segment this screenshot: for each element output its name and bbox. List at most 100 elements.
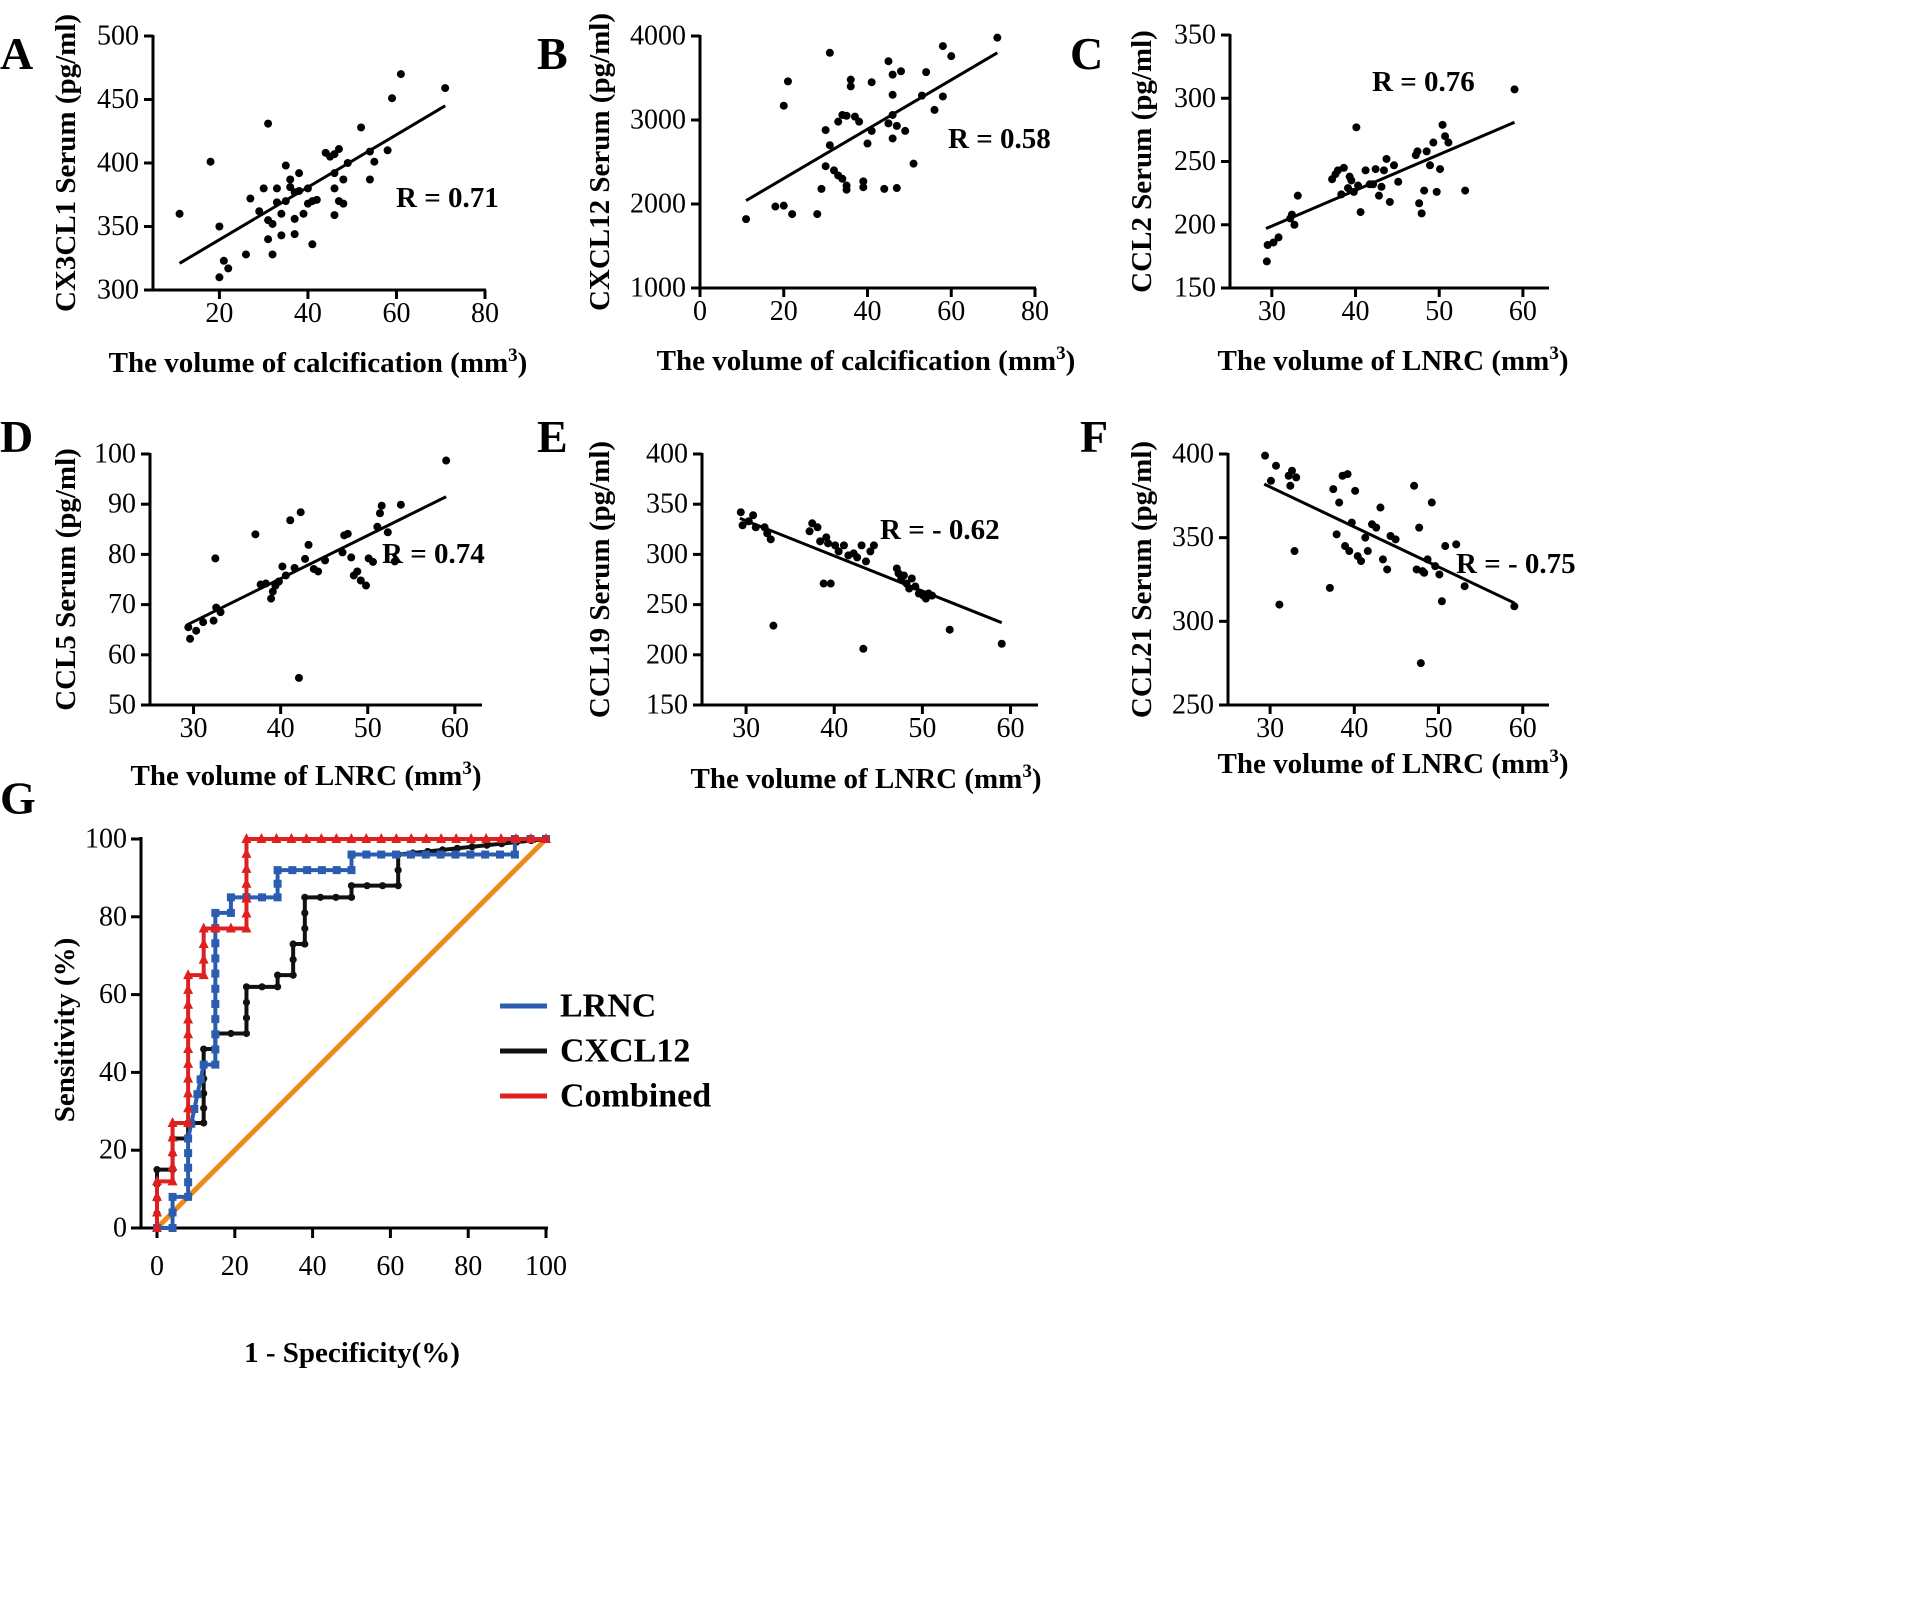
- data-point: [281, 197, 290, 206]
- panel-a: A 300 350 400 450 500 20 40 60 80 CX3CL1 Serum (pg…: [0, 14, 527, 379]
- roc-marker-cxcl12: [347, 882, 356, 890]
- data-point: [1413, 147, 1422, 156]
- roc-marker-cxcl12: [273, 971, 282, 979]
- roc-marker-lrnc: [184, 1134, 193, 1143]
- data-point: [441, 84, 450, 93]
- data-point: [330, 169, 339, 178]
- y-tick-label: 150: [646, 690, 688, 721]
- y-axis-title-a: CX3CL1 Serum (pg/ml): [50, 14, 82, 312]
- data-point: [362, 581, 371, 590]
- data-point: [1394, 177, 1403, 186]
- data-point: [264, 119, 273, 128]
- data-point: [867, 126, 876, 135]
- data-point: [1374, 191, 1383, 200]
- data-point: [1290, 547, 1299, 556]
- data-point: [314, 567, 323, 576]
- roc-marker-combined: [225, 922, 236, 933]
- data-point: [1269, 238, 1278, 247]
- roc-marker-lrnc: [184, 1163, 193, 1172]
- panel-label-e: E: [537, 411, 568, 462]
- roc-marker-combined: [241, 907, 252, 918]
- y-tick-label: 300: [1174, 83, 1216, 114]
- roc-marker-lrnc: [184, 1149, 193, 1158]
- roc-marker-cxcl12: [258, 983, 266, 991]
- roc-marker-lrnc: [168, 1208, 177, 1217]
- x-tick-label: 60: [382, 298, 410, 329]
- x-tick-label: 100: [525, 1251, 567, 1282]
- data-point: [356, 576, 365, 585]
- data-point: [1261, 451, 1270, 460]
- x-axis-title-e: The volume of LNRC (mm3): [690, 761, 1041, 795]
- roc-marker-combined: [436, 833, 447, 843]
- data-point: [286, 175, 295, 184]
- data-point: [861, 557, 870, 566]
- roc-marker-cxcl12: [273, 983, 282, 991]
- data-point: [353, 567, 362, 576]
- roc-marker-combined: [526, 833, 537, 843]
- x-axis-title-g: 1 - Specificity(%): [244, 1337, 460, 1369]
- roc-marker-lrnc: [211, 984, 220, 993]
- roc-marker-combined: [198, 938, 209, 949]
- x-axis-title-superscript: 3: [1549, 746, 1559, 767]
- roc-marker-combined: [286, 833, 297, 843]
- data-point: [1441, 542, 1450, 551]
- x-axis-title-end: ): [518, 347, 528, 379]
- roc-marker-cxcl12: [316, 893, 324, 901]
- y-tick-label: 100: [94, 439, 136, 470]
- x-tick-label: 60: [997, 713, 1025, 744]
- x-axis-title-b: The volume of calcification (mm3): [657, 343, 1076, 377]
- roc-marker-combined: [541, 833, 551, 843]
- x-axis-title-a: The volume of calcification (mm3): [109, 345, 528, 379]
- y-tick-label: 90: [108, 489, 136, 520]
- roc-marker-cxcl12: [301, 909, 309, 917]
- data-point: [813, 210, 822, 219]
- data-point: [880, 184, 889, 193]
- data-point: [301, 554, 310, 563]
- data-point: [303, 184, 312, 193]
- data-point: [839, 541, 848, 550]
- data-point: [268, 587, 277, 596]
- data-point: [338, 548, 347, 557]
- data-point: [1510, 602, 1519, 611]
- roc-marker-cxcl12: [242, 998, 251, 1006]
- data-point: [1379, 166, 1388, 175]
- x-tick-label: 20: [770, 296, 798, 327]
- data-point: [907, 574, 916, 583]
- data-point: [1510, 85, 1519, 94]
- data-point: [277, 209, 286, 218]
- data-point: [1432, 187, 1441, 196]
- data-point: [888, 70, 897, 79]
- data-point: [343, 529, 352, 538]
- data-point: [1287, 210, 1296, 219]
- data-point: [1436, 165, 1445, 174]
- data-point: [901, 126, 910, 135]
- data-point: [268, 219, 277, 228]
- panel-label-c: C: [1070, 28, 1103, 79]
- x-axis-title-d: The volume of LNRC (mm3): [130, 758, 481, 792]
- data-point: [1415, 523, 1424, 532]
- data-point: [365, 175, 374, 184]
- roc-marker-combined: [198, 969, 209, 980]
- data-point: [947, 52, 956, 61]
- y-axis-title-e: CCL19 Serum (pg/ml): [584, 441, 616, 718]
- roc-marker-lrnc: [184, 1178, 193, 1187]
- correlation-label-b: R = 0.58: [948, 123, 1051, 155]
- panel-label-a: A: [0, 28, 33, 79]
- data-point: [308, 240, 317, 249]
- data-point: [938, 92, 947, 101]
- roc-marker-cxcl12: [242, 983, 251, 991]
- data-point: [281, 571, 290, 580]
- x-tick-label: 60: [937, 296, 965, 327]
- data-point: [184, 623, 193, 632]
- data-point: [1437, 597, 1446, 606]
- roc-marker-lrnc: [211, 1060, 220, 1069]
- x-tick-label: 0: [150, 1251, 164, 1282]
- data-point: [744, 517, 753, 526]
- y-tick-label: 80: [99, 901, 127, 932]
- data-point: [281, 161, 290, 170]
- roc-marker-combined: [167, 1116, 178, 1127]
- roc-marker-lrnc: [347, 850, 356, 859]
- roc-marker-combined: [198, 922, 209, 933]
- data-point: [299, 209, 308, 218]
- data-point: [1444, 138, 1453, 147]
